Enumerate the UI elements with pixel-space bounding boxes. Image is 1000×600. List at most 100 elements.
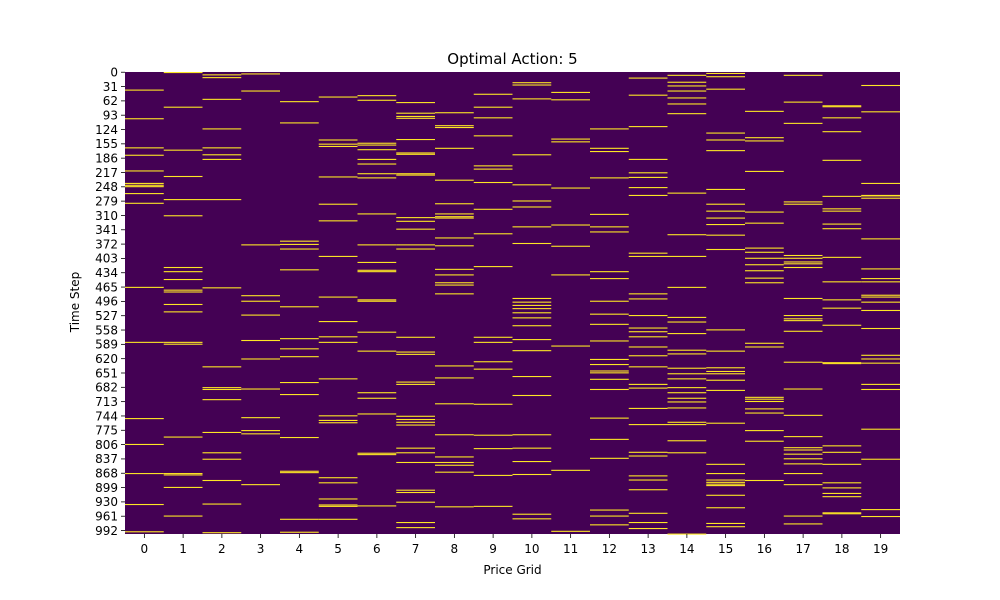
heatmap-cell: [241, 339, 280, 342]
heatmap-cell: [241, 433, 280, 435]
heatmap-cell: [706, 479, 745, 481]
heatmap-cell: [396, 447, 435, 449]
y-tick-label: 620: [95, 352, 118, 366]
heatmap-cell: [628, 315, 668, 317]
heatmap-cell: [280, 248, 319, 250]
heatmap-cell: [706, 203, 745, 205]
heatmap-cell: [241, 300, 280, 302]
heatmap-cell: [396, 220, 435, 222]
x-tick-label: 4: [296, 542, 304, 556]
heatmap-cell: [590, 271, 629, 273]
heatmap-cell: [861, 281, 900, 283]
heatmap-cell: [551, 91, 590, 93]
heatmap-cell: [473, 106, 513, 108]
heatmap-cell: [202, 532, 242, 534]
heatmap-cell: [667, 349, 707, 351]
heatmap-cell: [241, 90, 280, 92]
heatmap-cell: [357, 392, 397, 394]
heatmap-cell: [667, 113, 707, 115]
y-tick-label: 310: [95, 209, 118, 223]
heatmap-cell: [280, 348, 319, 350]
y-tick-label: 713: [95, 395, 118, 409]
heatmap-cell: [357, 244, 397, 246]
heatmap-cell: [628, 298, 668, 300]
heatmap-cell: [125, 170, 164, 172]
heatmap-cell: [280, 472, 319, 474]
heatmap-cell: [590, 524, 629, 526]
y-tick-label: 775: [95, 424, 118, 438]
heatmap-cell: [473, 168, 513, 170]
heatmap-cell: [706, 150, 745, 152]
heatmap-cell: [745, 479, 784, 482]
heatmap-cell: [822, 117, 862, 119]
heatmap-cell: [202, 98, 242, 100]
heatmap-cell: [783, 315, 823, 317]
heatmap-cell: [512, 200, 552, 202]
heatmap-cell: [435, 274, 474, 276]
y-tick-label: 0: [110, 66, 118, 80]
x-axis: 0 1 2 3 4 5 6 7 8 9 10 11 12 13 14 15 16 17 18 19: [141, 534, 888, 556]
y-tick-label: 465: [95, 280, 118, 294]
heatmap-cell: [473, 336, 513, 338]
heatmap-cell: [241, 484, 280, 486]
heatmap-cell: [822, 451, 862, 453]
heatmap-cell: [202, 77, 242, 79]
heatmap-cell: [706, 422, 745, 424]
heatmap-cell: [512, 184, 552, 186]
heatmap-cell: [163, 149, 203, 151]
heatmap-cell: [745, 277, 784, 279]
heatmap-cell: [745, 264, 784, 266]
heatmap-cell: [435, 112, 474, 114]
heatmap-cell: [667, 424, 707, 426]
heatmap-cell: [783, 263, 823, 265]
heatmap-cell: [745, 140, 784, 142]
heatmap-cell: [822, 256, 862, 258]
x-tick-label: 17: [795, 542, 810, 556]
heatmap-cell: [396, 173, 435, 175]
heatmap-cell: [435, 203, 474, 205]
heatmap-cell: [590, 128, 629, 130]
heatmap-cell: [318, 482, 358, 484]
heatmap-cell: [861, 238, 900, 240]
heatmap-cell: [396, 112, 435, 114]
heatmap-cell: [396, 336, 435, 338]
heatmap-cell: [590, 363, 629, 366]
heatmap-cell: [861, 197, 900, 199]
y-tick-label: 651: [95, 366, 118, 380]
heatmap-cell: [473, 233, 513, 235]
heatmap-cell: [280, 518, 319, 520]
heatmap-cell: [667, 81, 707, 83]
heatmap-cell: [590, 177, 629, 179]
heatmap-cell: [590, 370, 629, 372]
heatmap-cell: [628, 187, 668, 189]
heatmap-cell: [163, 291, 203, 293]
heatmap-cell: [435, 125, 474, 127]
heatmap-cell: [822, 131, 862, 133]
heatmap-cell: [590, 378, 629, 380]
heatmap-cell: [512, 206, 552, 208]
heatmap-cell: [551, 530, 590, 532]
heatmap-cell: [512, 473, 552, 476]
heatmap-cell: [435, 147, 474, 149]
heatmap-cell: [512, 461, 552, 463]
heatmap-cell: [202, 287, 242, 289]
heatmap-cell: [163, 266, 203, 269]
heatmap-cell: [706, 132, 745, 134]
heatmap-cell: [473, 474, 513, 476]
heatmap-cell: [861, 309, 900, 312]
heatmap-cell: [783, 203, 823, 205]
heatmap-cell: [628, 489, 668, 491]
heatmap-cell: [163, 278, 203, 281]
heatmap-cell: [512, 350, 552, 352]
heatmap-cell: [706, 473, 745, 475]
heatmap-cell: [667, 103, 707, 105]
heatmap-cell: [202, 128, 242, 130]
heatmap-cell: [861, 195, 900, 197]
heatmap-cell: [667, 401, 707, 403]
heatmap-cell: [435, 216, 474, 218]
heatmap-cell: [745, 430, 784, 432]
heatmap-cell: [590, 231, 629, 233]
heatmap-cell: [357, 269, 397, 271]
heatmap-cell: [706, 76, 745, 78]
heatmap-cell: [163, 341, 203, 343]
